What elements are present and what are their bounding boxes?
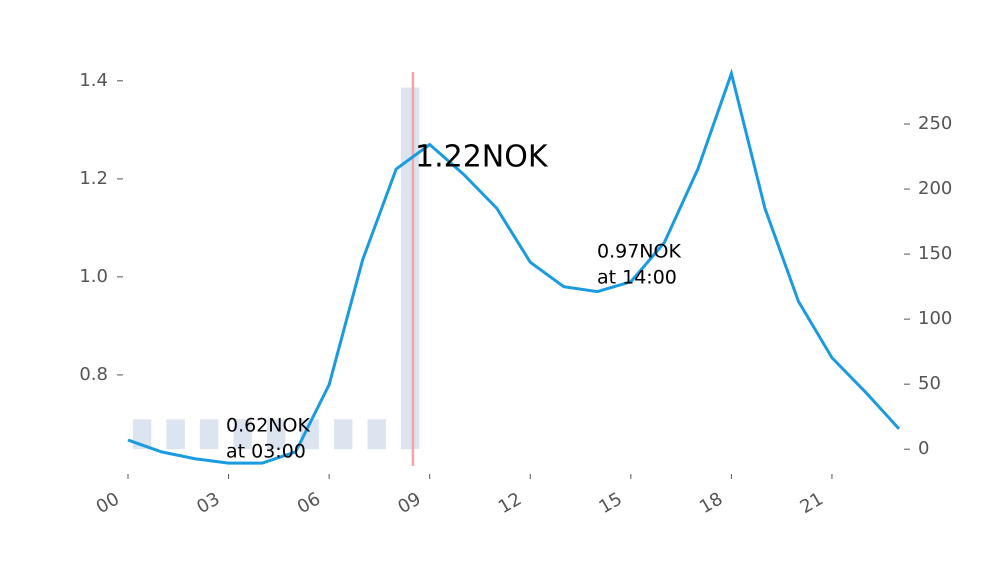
y-tick-label: 0.8 <box>79 364 108 385</box>
bar <box>199 419 219 450</box>
y2-tick-label: 100 <box>918 308 952 329</box>
y-tick-label: 1.4 <box>79 70 108 91</box>
annotation: 1.22NOK <box>415 140 549 175</box>
x-tick-label: 06 <box>294 488 324 518</box>
x-tick-label: 15 <box>595 488 625 518</box>
x-tick-label: 21 <box>797 488 827 518</box>
bar <box>300 419 319 450</box>
bar <box>401 87 420 450</box>
y2-tick-label: 250 <box>918 113 952 134</box>
annotation: 0.97NOK <box>597 241 681 263</box>
y2-tick-label: 150 <box>918 243 952 264</box>
bar <box>266 419 286 450</box>
x-tick-label: 09 <box>394 488 424 518</box>
bar <box>132 419 152 450</box>
y2-tick-label: 0 <box>918 438 929 459</box>
y-tick-label: 1.0 <box>79 266 108 287</box>
annotation: 0.62NOK <box>226 415 310 437</box>
bar <box>166 419 185 450</box>
bar <box>367 419 386 450</box>
x-tick-label: 18 <box>696 488 726 518</box>
y-tick-label: 1.2 <box>79 168 108 189</box>
y2-tick-label: 200 <box>918 178 952 199</box>
bar <box>333 419 353 450</box>
annotation: at 14:00 <box>597 267 677 289</box>
x-tick-label: 12 <box>495 488 525 518</box>
bar <box>233 419 252 450</box>
annotation: at 03:00 <box>226 441 306 463</box>
y2-tick-label: 50 <box>918 373 941 394</box>
price-line <box>127 68 901 465</box>
x-tick-label: 00 <box>93 488 123 518</box>
x-tick-label: 03 <box>193 488 223 518</box>
